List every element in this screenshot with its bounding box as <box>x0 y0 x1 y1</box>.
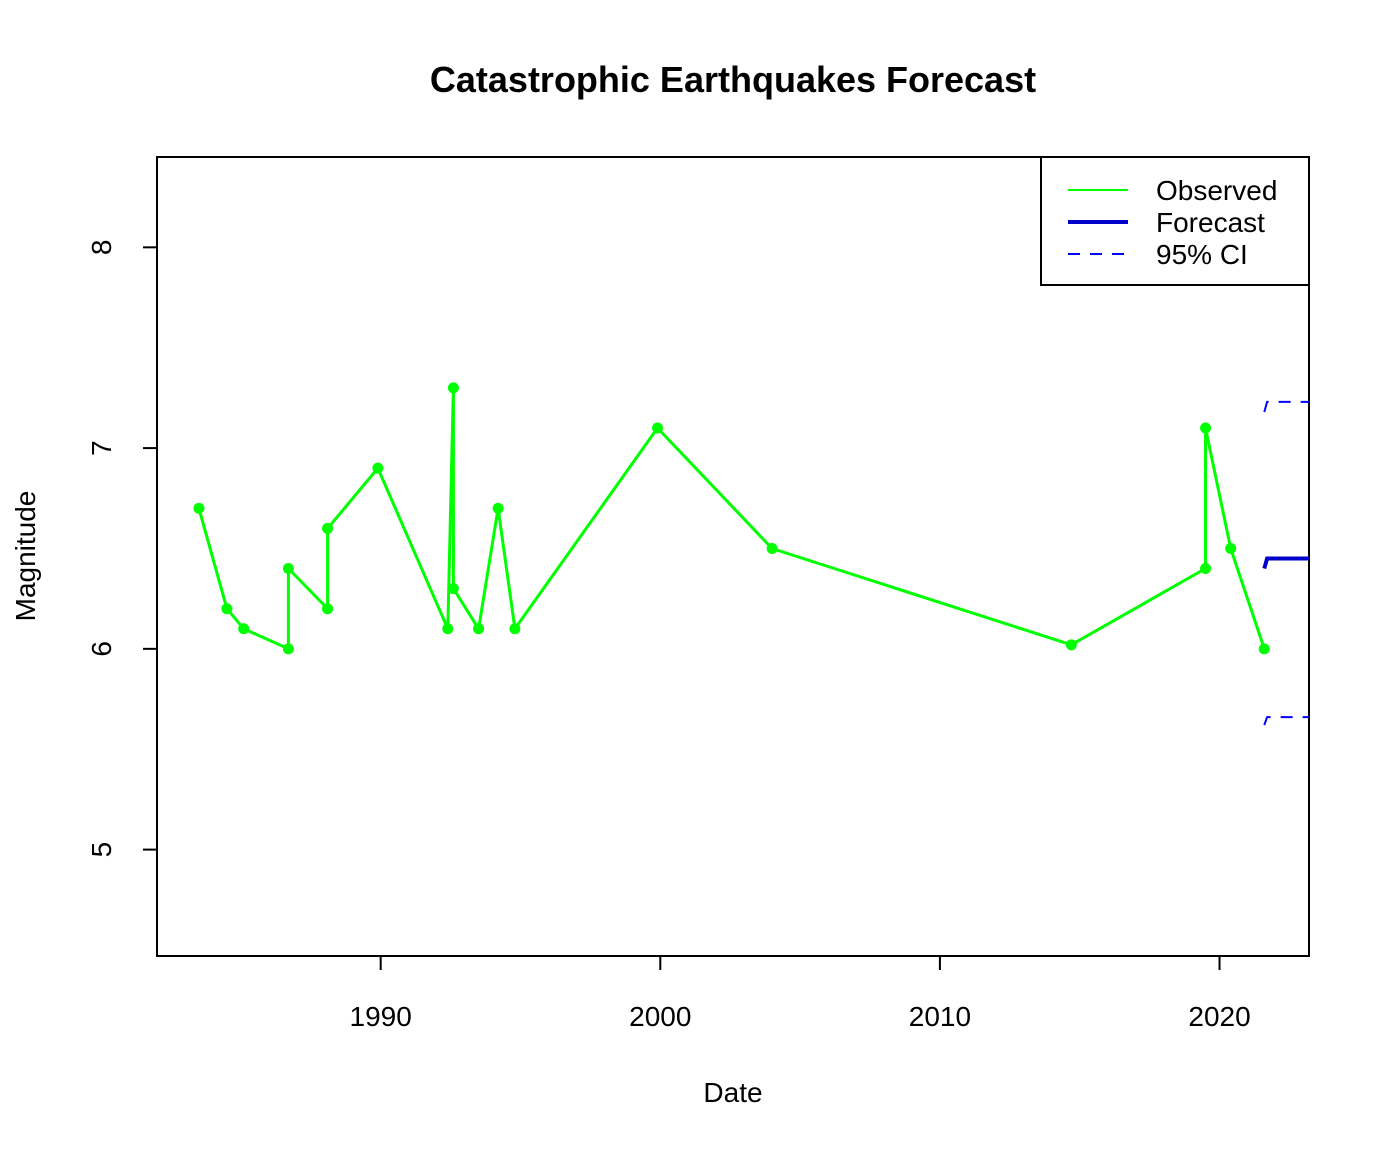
observed-point <box>1258 643 1270 655</box>
y-tick-label: 5 <box>86 842 117 858</box>
legend-ci-label: 95% CI <box>1156 239 1248 270</box>
x-tick-label: 1990 <box>350 1001 412 1032</box>
observed-point <box>1065 639 1077 651</box>
x-axis-label: Date <box>703 1077 762 1108</box>
observed-point <box>652 422 664 434</box>
y-tick-label: 6 <box>86 641 117 657</box>
x-tick-label: 2010 <box>909 1001 971 1032</box>
observed-point <box>238 623 250 635</box>
chart-title: Catastrophic Earthquakes Forecast <box>430 59 1036 100</box>
observed-point <box>447 382 459 394</box>
observed-point <box>372 462 384 474</box>
observed-point <box>282 563 294 575</box>
observed-point <box>509 623 521 635</box>
observed-point <box>1200 422 1212 434</box>
series <box>193 382 1309 726</box>
observed-point <box>442 623 454 635</box>
legend: Observed Forecast 95% CI <box>1040 156 1310 286</box>
x-tick-label: 2020 <box>1188 1001 1250 1032</box>
observed-point <box>221 603 233 615</box>
ci-lower-line <box>1263 716 1309 726</box>
observed-point <box>282 643 294 655</box>
forecast-line <box>1262 556 1309 570</box>
observed-point <box>492 502 504 514</box>
legend-observed-label: Observed <box>1156 175 1277 206</box>
observed-point <box>322 603 334 615</box>
observed-line <box>197 386 1266 651</box>
observed-point <box>322 522 334 534</box>
ci-upper-line <box>1263 400 1309 413</box>
axes: 1990 2000 2010 2020 5 6 7 8 <box>86 240 1251 1032</box>
observed-point <box>1200 563 1212 575</box>
observed-point <box>447 583 459 595</box>
observed-point <box>1225 542 1237 554</box>
legend-forecast-label: Forecast <box>1156 207 1265 238</box>
observed-point <box>193 502 205 514</box>
observed-point <box>766 542 778 554</box>
observed-point <box>473 623 485 635</box>
y-tick-label: 7 <box>86 440 117 456</box>
x-tick-label: 2000 <box>629 1001 691 1032</box>
y-tick-label: 8 <box>86 240 117 256</box>
y-axis-label: Magnitude <box>10 491 41 622</box>
